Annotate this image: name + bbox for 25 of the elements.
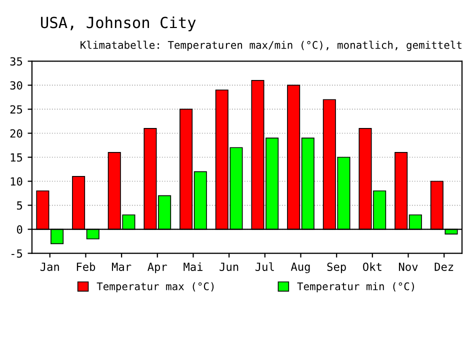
chart-subtitle: Klimatabelle: Temperaturen max/min (°C), monatlich, gemittelt	[80, 40, 462, 52]
y-tick-label: 0	[16, 225, 22, 234]
x-tick-label: Jan	[40, 262, 59, 271]
x-tick-label: Apr	[148, 262, 167, 274]
y-tick-label: 20	[10, 129, 22, 138]
x-tick-label: Okt	[363, 262, 382, 271]
legend-label: Temperatur max (°C)	[96, 282, 214, 292]
x-tick-label: Mai	[184, 262, 202, 271]
chart-title: USA, Johnson City	[41, 16, 196, 32]
y-tick-label: 15	[10, 153, 22, 162]
x-tick-label: Aug	[290, 262, 310, 274]
x-tick-label: Dez	[434, 262, 454, 271]
y-tick-label: 35	[10, 57, 22, 66]
legend-label: Temperatur min (°C)	[297, 282, 414, 292]
y-tick-label: 30	[10, 81, 22, 90]
x-tick-label: Nov	[398, 262, 418, 271]
x-tick-label: Sep	[327, 262, 346, 274]
y-tick-label: 10	[10, 177, 22, 186]
x-tick-label: Feb	[76, 262, 96, 271]
y-tick-label: -5	[11, 249, 22, 258]
x-tick-label: Jun	[220, 262, 238, 271]
y-tick-label: 5	[17, 201, 22, 210]
x-tick-label: Mar	[112, 262, 132, 271]
x-tick-label: Jul	[255, 262, 274, 271]
y-tick-label: 25	[10, 105, 22, 114]
